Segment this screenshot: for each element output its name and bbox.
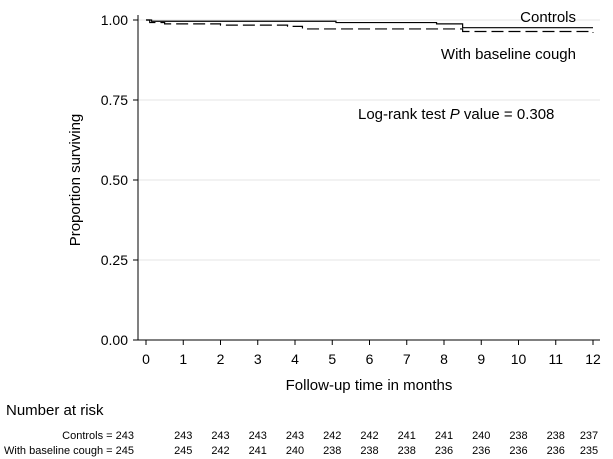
logrank-p: P <box>450 106 460 123</box>
risk-value: 235 <box>580 445 598 457</box>
risk-value: 241 <box>249 445 267 457</box>
x-tick-label: 7 <box>403 351 411 367</box>
risk-value: 245 <box>174 445 192 457</box>
logrank-prefix: Log-rank test <box>358 106 450 123</box>
risk-value: 242 <box>360 430 378 442</box>
risk-value: 238 <box>360 445 378 457</box>
y-tick-label: 0.75 <box>101 92 128 108</box>
legend-with-baseline-cough: With baseline cough <box>441 46 576 63</box>
risk-row-label-controls: Controls = 243 <box>62 430 134 442</box>
grid-lines <box>138 19 600 261</box>
x-tick-label: 4 <box>291 351 299 367</box>
axes <box>137 15 600 341</box>
y-axis-title: Proportion surviving <box>67 114 84 247</box>
logrank-annotation: Log-rank test P value = 0.308 <box>358 106 554 123</box>
risk-value: 236 <box>435 445 453 457</box>
y-tick-label: 1.00 <box>101 12 128 28</box>
series-line-with-baseline-cough <box>146 19 594 33</box>
risk-row-label-cough: With baseline cough = 245 <box>4 445 134 457</box>
risk-value: 240 <box>286 445 304 457</box>
risk-table-title: Number at risk <box>6 402 104 419</box>
risk-value: 236 <box>509 445 527 457</box>
x-axis-ticks: 0 1 2 3 4 5 6 7 8 9 10 11 12 <box>142 340 601 367</box>
risk-value: 238 <box>323 445 341 457</box>
risk-value: 243 <box>286 430 304 442</box>
x-tick-label: 1 <box>179 351 187 367</box>
x-axis-title: Follow-up time in months <box>286 377 453 394</box>
x-tick-label: 0 <box>142 351 150 367</box>
y-tick-label: 0.00 <box>101 332 128 348</box>
risk-value: 243 <box>174 430 192 442</box>
risk-value: 243 <box>249 430 267 442</box>
y-tick-label: 0.25 <box>101 252 128 268</box>
risk-value: 242 <box>323 430 341 442</box>
x-tick-label: 2 <box>217 351 225 367</box>
x-tick-label: 11 <box>548 351 563 367</box>
risk-value: 241 <box>435 430 453 442</box>
risk-value: 238 <box>398 445 416 457</box>
risk-value: 243 <box>211 430 229 442</box>
risk-value: 240 <box>472 430 490 442</box>
x-tick-label: 6 <box>366 351 374 367</box>
x-tick-label: 8 <box>440 351 448 367</box>
x-tick-label: 9 <box>477 351 485 367</box>
risk-table: Controls = 243 With baseline cough = 245… <box>4 430 598 457</box>
legend-controls: Controls <box>520 9 576 26</box>
x-tick-label: 12 <box>585 351 601 367</box>
y-tick-label: 0.50 <box>101 172 128 188</box>
logrank-suffix: value = 0.308 <box>460 106 555 123</box>
risk-value: 242 <box>211 445 229 457</box>
risk-value: 238 <box>547 430 565 442</box>
series-line-controls <box>146 19 593 29</box>
risk-value: 236 <box>547 445 565 457</box>
x-tick-label: 3 <box>254 351 262 367</box>
risk-value: 241 <box>398 430 416 442</box>
x-tick-label: 5 <box>328 351 336 367</box>
x-tick-label: 10 <box>511 351 527 367</box>
series-lines <box>146 19 594 33</box>
risk-value: 236 <box>472 445 490 457</box>
risk-value: 238 <box>509 430 527 442</box>
y-axis-ticks: 0.00 0.25 0.50 0.75 1.00 <box>101 12 138 348</box>
risk-value: 237 <box>580 430 598 442</box>
